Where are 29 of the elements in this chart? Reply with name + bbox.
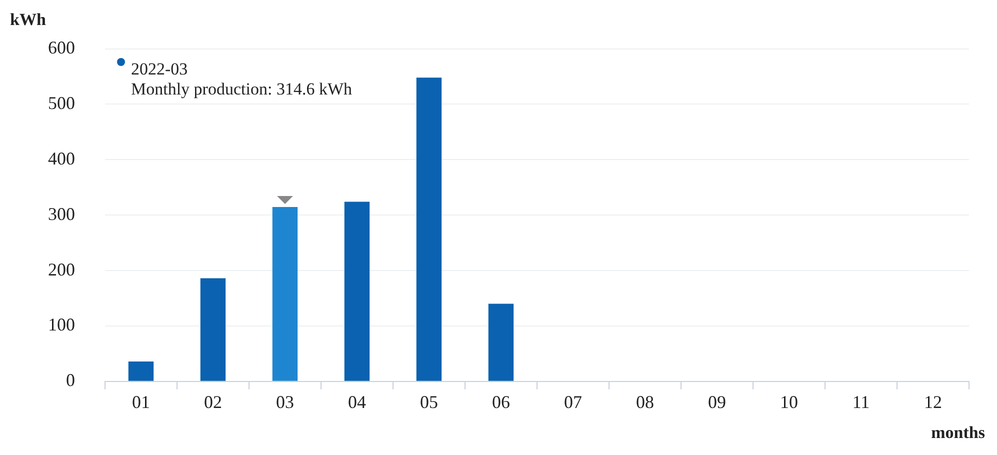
x-tick-label: 05 [420,392,438,412]
y-tick-label: 600 [48,38,75,58]
bar [416,78,442,381]
y-tick-label: 200 [48,259,75,280]
bar [128,361,154,381]
bar [272,207,298,381]
x-tick-label: 11 [852,392,870,412]
y-tick-label: 0 [66,370,75,390]
x-tick-label: 07 [564,392,582,412]
x-tick-label: 10 [780,392,798,412]
x-tick-label: 12 [924,392,942,412]
x-tick-label: 09 [708,392,726,412]
annotation: Monthly production: 314.6 kWh [131,79,352,98]
x-axis-title: months [931,422,986,442]
x-tick-label: 08 [636,392,654,412]
x-tick-label: 02 [204,392,222,412]
x-tick-label: 01 [132,392,150,412]
x-tick-label: 04 [348,392,366,412]
x-tick-label: 03 [276,392,294,412]
y-tick-label: 400 [48,148,75,168]
y-tick-label: 300 [48,204,75,224]
bar [200,278,226,381]
bar [344,202,370,381]
y-tick-label: 100 [48,314,75,335]
annotation: 2022-03 [131,59,188,78]
y-axis-title: kWh [10,10,46,29]
bar [488,304,514,381]
y-tick-label: 500 [48,92,75,113]
x-tick-label: 06 [492,392,510,412]
